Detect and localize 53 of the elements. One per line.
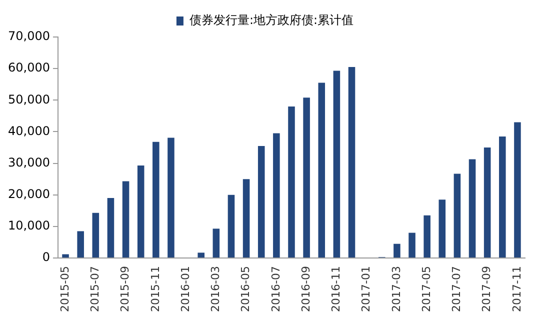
legend-label: 债券发行量:地方政府债:累计值 [189, 13, 354, 28]
y-tick-label: 40,000 [8, 124, 50, 138]
bar [454, 174, 461, 258]
bar [107, 198, 114, 258]
x-tick-label: 2017-01 [360, 266, 373, 312]
bar [92, 212, 100, 258]
x-tick-label: 2017-11 [510, 266, 524, 312]
x-tick-label: 2016-01 [178, 266, 192, 312]
y-tick-label: 70,000 [8, 29, 50, 44]
x-tick-label: 2016-11 [330, 266, 343, 312]
x-tick-label: 2017-09 [480, 266, 494, 312]
bar [394, 244, 400, 258]
y-tick-label: 30,000 [8, 155, 50, 170]
x-tick-label: 2017-07 [450, 266, 464, 312]
bar [212, 228, 220, 258]
bar [228, 194, 235, 258]
bar [137, 166, 144, 258]
bar [273, 133, 280, 258]
bar [348, 67, 356, 258]
bar [242, 179, 250, 258]
bar [424, 215, 430, 258]
x-tick-label: 2017-05 [420, 266, 433, 312]
x-tick-label: 2015-09 [118, 266, 132, 312]
x-tick-label: 2017-03 [390, 266, 403, 312]
x-tick-label: 2016-03 [209, 266, 222, 312]
bar [198, 252, 204, 258]
y-tick-label: 20,000 [8, 187, 50, 202]
y-tick-label: 0 [42, 250, 50, 264]
bar [514, 122, 521, 258]
x-tick-label: 2015-05 [58, 266, 72, 312]
bar [468, 159, 476, 258]
x-tick-label: 2015-11 [148, 266, 162, 312]
bar [499, 136, 506, 258]
x-tick-label: 2016-09 [299, 266, 312, 312]
bar [303, 98, 310, 258]
bar [122, 181, 130, 258]
bar [62, 254, 69, 258]
bar [152, 142, 160, 258]
bar [438, 200, 446, 258]
y-tick-label: 10,000 [8, 218, 50, 233]
bar [484, 148, 491, 258]
y-tick-label: 60,000 [8, 60, 50, 75]
bar [168, 138, 174, 258]
x-tick-label: 2016-07 [269, 266, 282, 312]
bar [288, 106, 295, 258]
x-tick-label: 2016-05 [239, 266, 252, 312]
bar [408, 232, 416, 258]
bar [258, 146, 265, 258]
bar [318, 82, 326, 258]
y-tick-label: 50,000 [8, 92, 50, 106]
bar [77, 231, 84, 258]
bar [333, 70, 340, 258]
x-tick-label: 2015-07 [88, 266, 102, 312]
